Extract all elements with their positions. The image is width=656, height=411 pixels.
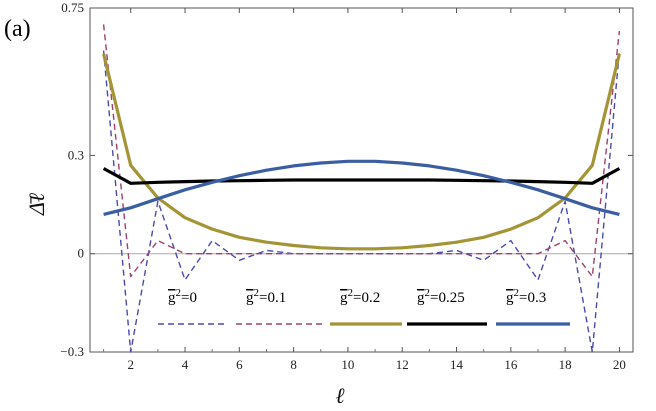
legend-label-base: g [340, 290, 348, 306]
legend-label-value: =0 [181, 290, 197, 306]
legend-label-value: =0.1 [259, 290, 286, 306]
legend-label-4: g2=0.3 [506, 287, 546, 306]
x-tick-label: 8 [290, 357, 297, 372]
series-line-0 [102, 50, 621, 353]
y-tick-label: 0 [78, 246, 85, 261]
y-tick-label: −0.3 [60, 344, 84, 359]
x-tick-label: 6 [236, 357, 243, 372]
legend-label-exponent: 2 [254, 287, 260, 299]
legend-label-exponent: 2 [425, 287, 431, 299]
series-layer [102, 24, 621, 353]
series-line-2 [102, 53, 621, 251]
x-tick-label: 16 [504, 357, 518, 372]
x-tick-label: 14 [450, 357, 464, 372]
legend-label-value: =0.2 [353, 290, 380, 306]
x-tick-label: 20 [613, 357, 626, 372]
panel-label: (a) [4, 16, 31, 42]
x-tick-label: 12 [396, 357, 409, 372]
legend: g2=0 g2=0.1 g2=0.2 g2=0.25 g2=0.3 [158, 287, 570, 326]
legend-label-base: g [417, 290, 425, 306]
legend-label-0: g2=0 [168, 287, 197, 306]
x-tick-label: 10 [341, 357, 354, 372]
y-axis-label-text: Δ̄ℓ [24, 192, 49, 216]
legend-label-exponent: 2 [348, 287, 354, 299]
legend-label-exponent: 2 [514, 287, 520, 299]
legend-label-value: =0.3 [519, 290, 546, 306]
x-tick-label: 2 [127, 357, 134, 372]
legend-label-base: g [506, 290, 514, 306]
legend-label-base: g [168, 290, 176, 306]
y-axis-ticks: −0.3 0 0.3 0.75 [60, 0, 633, 359]
plot-frame [89, 7, 634, 353]
plot-border [89, 7, 634, 353]
series-line-4 [103, 159, 620, 216]
x-axis-ticks: 2 4 6 8 10 12 14 16 18 20 [103, 8, 626, 372]
y-tick-label: 0.3 [68, 147, 84, 162]
legend-label-3: g2=0.25 [417, 287, 465, 306]
x-tick-label: 4 [182, 357, 189, 372]
series-line-3 [102, 167, 621, 185]
y-tick-label: 0.75 [61, 0, 84, 15]
legend-label-base: g [246, 290, 254, 306]
legend-label-1: g2=0.1 [246, 287, 286, 306]
legend-label-exponent: 2 [176, 287, 182, 299]
series-line-1 [102, 24, 621, 278]
legend-label-value: =0.25 [430, 290, 465, 306]
x-tick-label: 18 [559, 357, 572, 372]
legend-label-2: g2=0.2 [340, 287, 380, 306]
y-axis-label: Δ̄ℓ [24, 192, 49, 216]
x-axis-label: ℓ [335, 383, 345, 408]
